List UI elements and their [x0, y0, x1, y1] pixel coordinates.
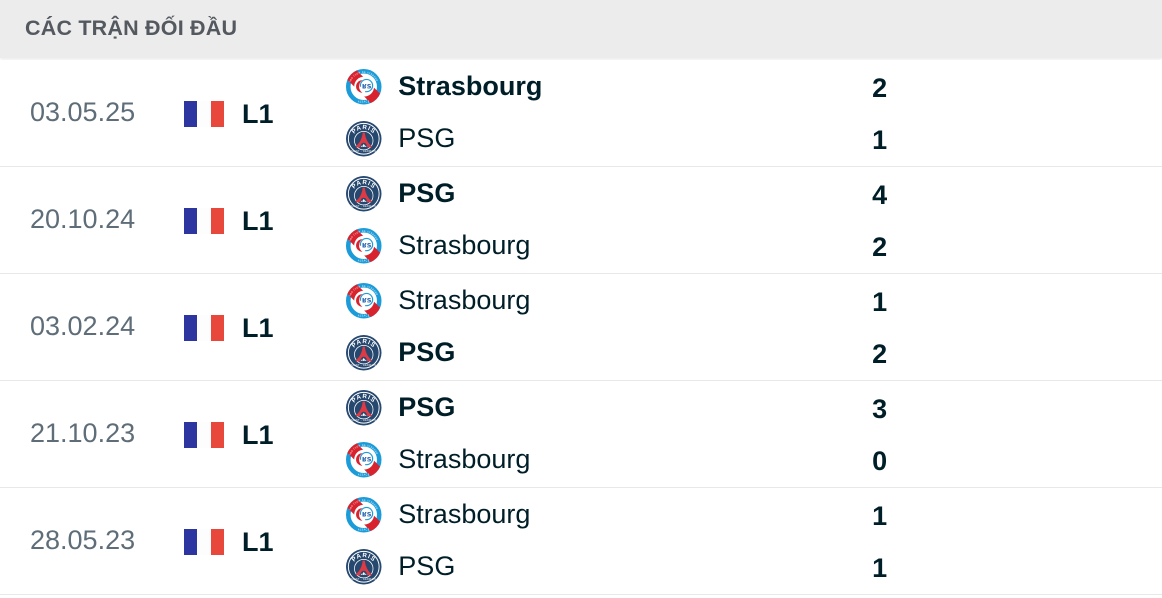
league-label: L1: [242, 419, 274, 450]
flag-blue-stripe: [184, 315, 198, 342]
france-flag-icon: [184, 208, 224, 235]
away-team-score: 1: [872, 124, 888, 155]
france-flag-icon: [184, 422, 224, 449]
flag-red-stripe: [210, 315, 224, 342]
team-line-away: PSG 2: [346, 335, 1162, 371]
team-line-away: Strasbourg 0: [346, 442, 1162, 478]
match-row[interactable]: 03.02.24 L1 Strasbourg 1 PSG 2: [0, 273, 1162, 381]
flag-red-stripe: [210, 529, 224, 556]
away-team-score: 2: [872, 231, 888, 262]
away-team-score: 2: [872, 338, 888, 369]
home-team-score: 4: [872, 179, 888, 210]
home-team-logo-icon: [346, 69, 382, 105]
flag-white-stripe: [197, 208, 211, 235]
home-team-score: 3: [872, 393, 888, 424]
flag-blue-stripe: [184, 101, 198, 128]
match-row[interactable]: 20.10.24 L1 PSG 4 Strasbourg 2: [0, 166, 1162, 274]
match-row[interactable]: 28.05.23 L1 Strasbourg 1 PSG 1: [0, 487, 1162, 595]
france-flag-icon: [184, 529, 224, 556]
away-team-logo-icon: [346, 549, 382, 585]
france-flag-icon: [184, 101, 224, 128]
flag-blue-stripe: [184, 529, 198, 556]
away-team-score: 0: [872, 445, 888, 476]
section-header: CÁC TRẬN ĐỐI ĐẦU: [0, 0, 1162, 58]
flag-red-stripe: [210, 101, 224, 128]
team-line-away: PSG 1: [346, 121, 1162, 157]
away-team-logo-icon: [346, 442, 382, 478]
team-line-away: PSG 1: [346, 549, 1162, 585]
team-line-home: PSG 3: [346, 390, 1162, 426]
home-team-name[interactable]: Strasbourg: [398, 499, 531, 530]
teams-block: PSG 3 Strasbourg 0: [346, 381, 1162, 487]
flag-red-stripe: [210, 422, 224, 449]
teams-block: Strasbourg 1 PSG 2: [346, 274, 1162, 380]
home-team-logo-icon: [346, 390, 382, 426]
away-team-logo-icon: [346, 335, 382, 371]
team-line-home: Strasbourg 1: [346, 497, 1162, 533]
teams-block: Strasbourg 2 PSG 1: [346, 60, 1162, 166]
league-label: L1: [242, 526, 274, 557]
team-line-home: Strasbourg 1: [346, 283, 1162, 319]
section-title: CÁC TRẬN ĐỐI ĐẦU: [25, 15, 238, 40]
home-team-name[interactable]: Strasbourg: [398, 71, 543, 102]
away-team-logo-icon: [346, 121, 382, 157]
france-flag-icon: [184, 315, 224, 342]
away-team-name[interactable]: PSG: [398, 123, 456, 154]
away-team-name[interactable]: Strasbourg: [398, 444, 531, 475]
home-team-name[interactable]: PSG: [398, 392, 456, 423]
flag-red-stripe: [210, 208, 224, 235]
team-line-home: Strasbourg 2: [346, 69, 1162, 105]
teams-block: PSG 4 Strasbourg 2: [346, 167, 1162, 273]
home-team-logo-icon: [346, 283, 382, 319]
home-team-score: 2: [872, 72, 888, 103]
home-team-score: 1: [872, 500, 888, 531]
league-label: L1: [242, 312, 274, 343]
away-team-score: 1: [872, 552, 888, 583]
flag-blue-stripe: [184, 208, 198, 235]
away-team-name[interactable]: PSG: [398, 337, 456, 368]
flag-white-stripe: [197, 315, 211, 342]
match-date: 03.02.24: [30, 311, 136, 342]
match-row[interactable]: 03.05.25 L1 Strasbourg 2 PSG 1: [0, 59, 1162, 167]
flag-white-stripe: [197, 101, 211, 128]
away-team-name[interactable]: Strasbourg: [398, 230, 531, 261]
match-date: 21.10.23: [30, 418, 136, 449]
home-team-name[interactable]: PSG: [398, 178, 456, 209]
home-team-logo-icon: [346, 497, 382, 533]
away-team-name[interactable]: PSG: [398, 551, 456, 582]
team-line-home: PSG 4: [346, 176, 1162, 212]
match-date: 03.05.25: [30, 97, 136, 128]
league-label: L1: [242, 205, 274, 236]
home-team-score: 1: [872, 286, 888, 317]
match-date: 20.10.24: [30, 204, 136, 235]
league-label: L1: [242, 98, 274, 129]
away-team-logo-icon: [346, 228, 382, 264]
match-date: 28.05.23: [30, 525, 136, 556]
flag-blue-stripe: [184, 422, 198, 449]
home-team-logo-icon: [346, 176, 382, 212]
match-row[interactable]: 21.10.23 L1 PSG 3 Strasbourg 0: [0, 380, 1162, 488]
team-line-away: Strasbourg 2: [346, 228, 1162, 264]
flag-white-stripe: [197, 529, 211, 556]
home-team-name[interactable]: Strasbourg: [398, 285, 531, 316]
match-list: 03.05.25 L1 Strasbourg 2 PSG 1 20.10.24: [0, 59, 1162, 595]
teams-block: Strasbourg 1 PSG 1: [346, 488, 1162, 594]
flag-white-stripe: [197, 422, 211, 449]
